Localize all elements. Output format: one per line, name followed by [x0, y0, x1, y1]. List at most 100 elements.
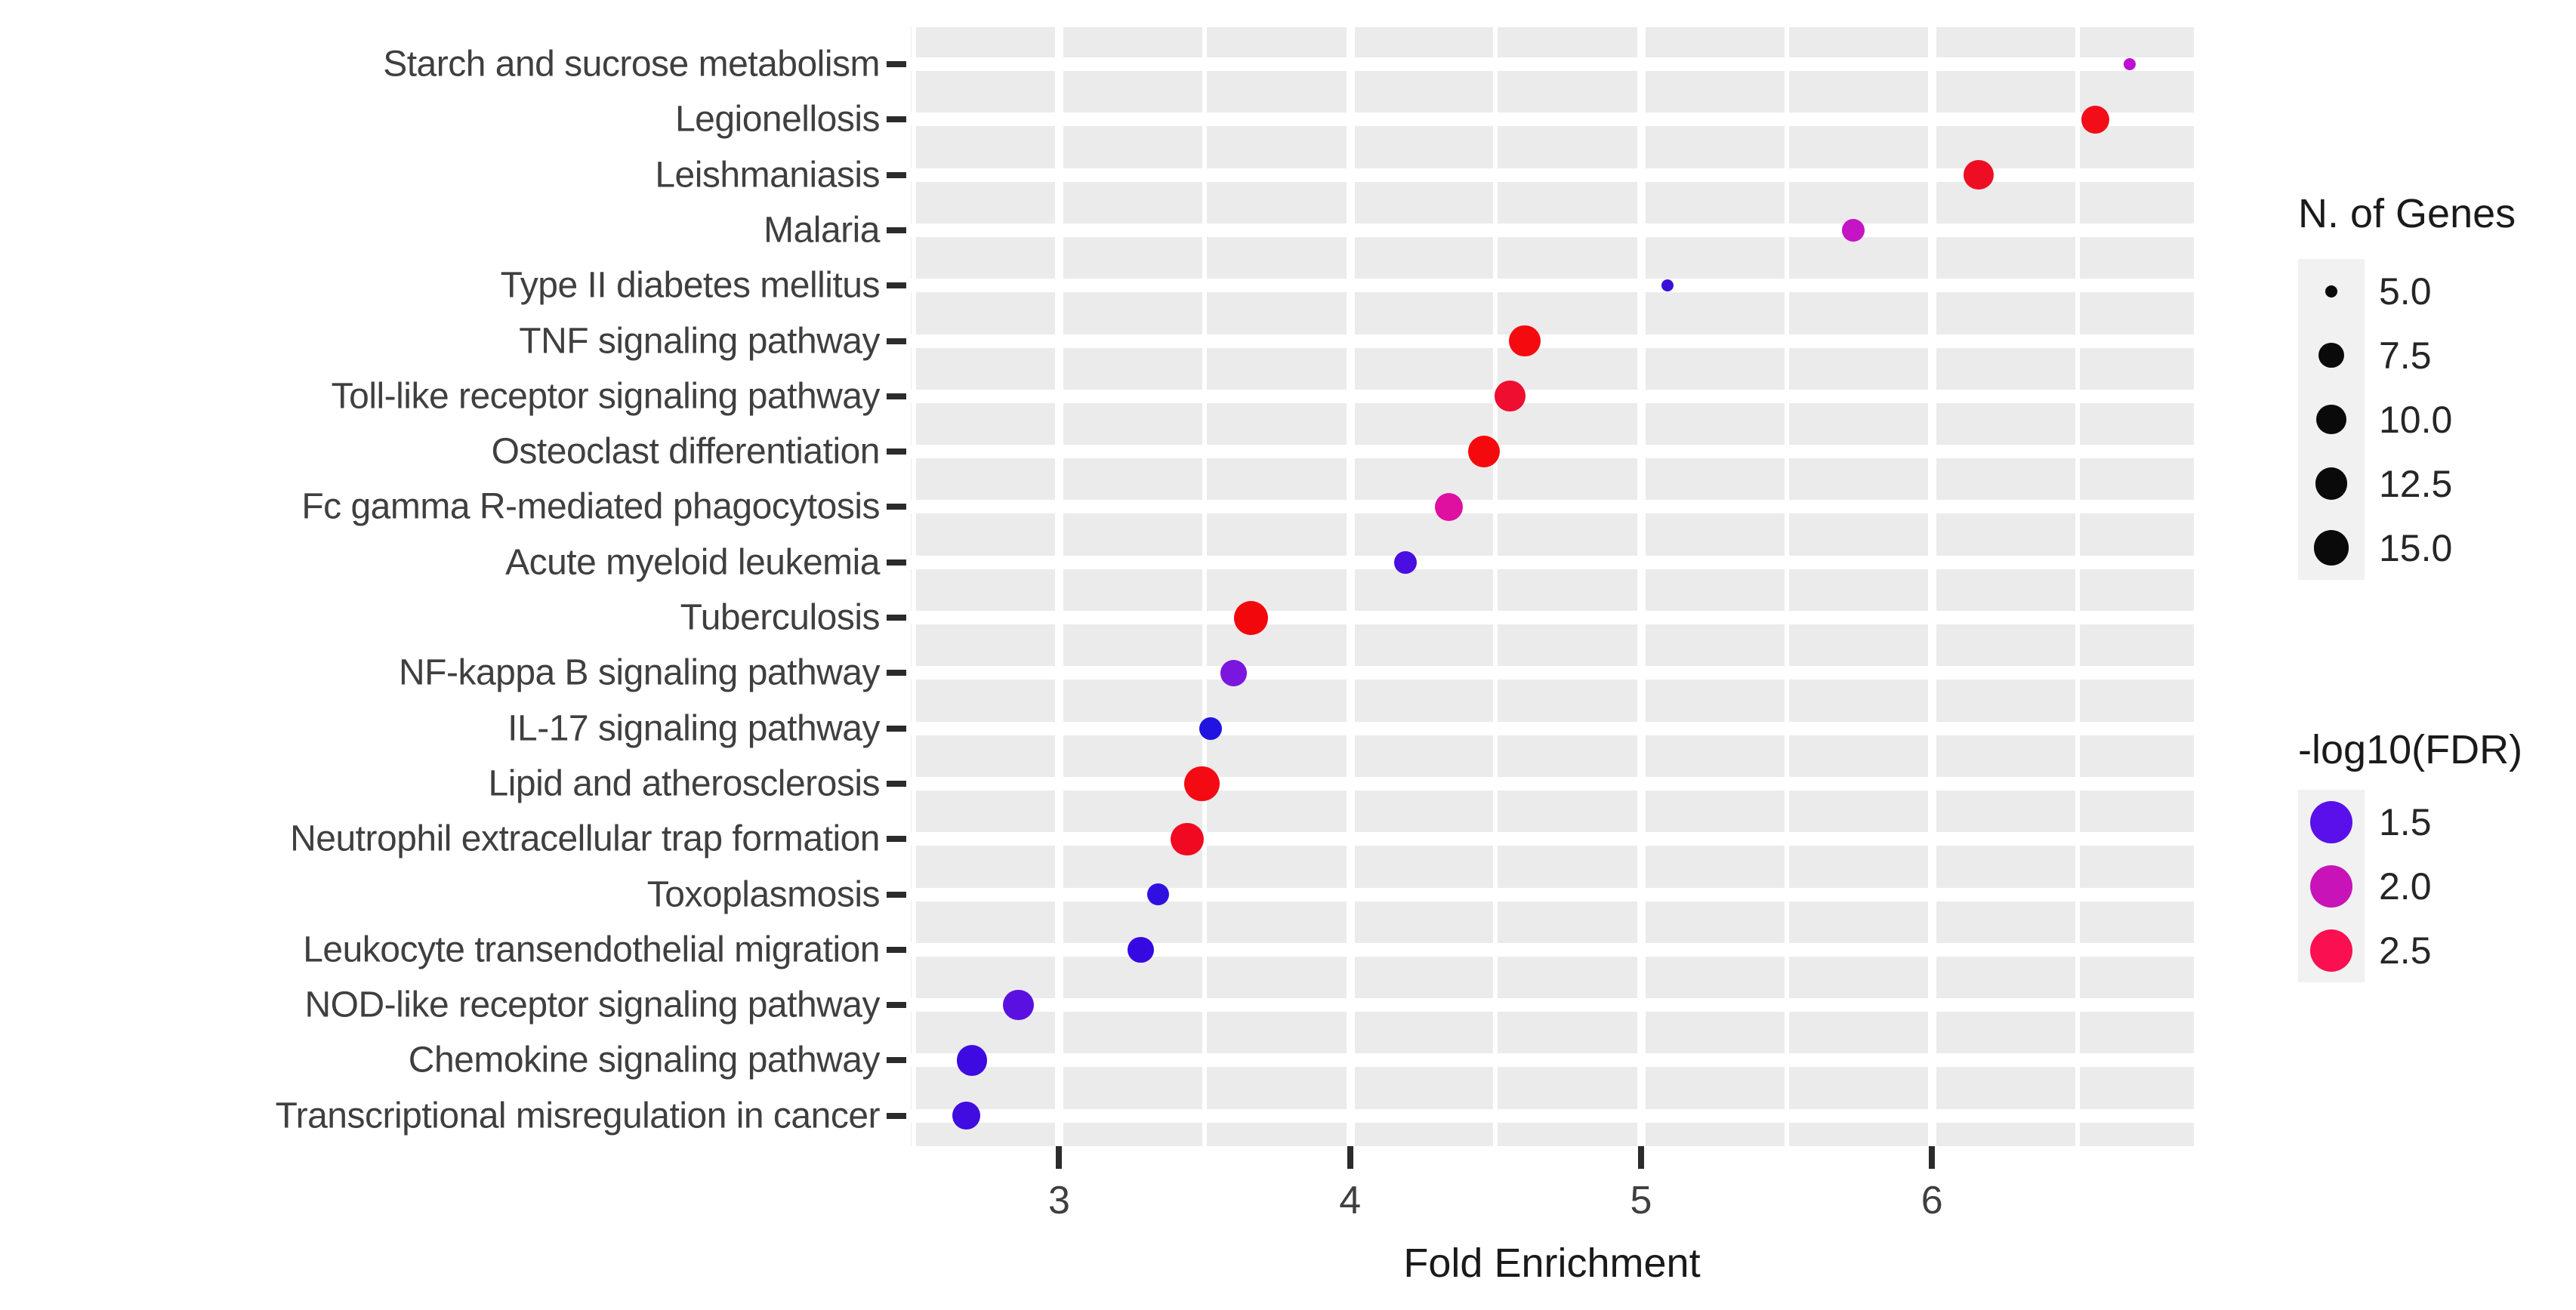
gridline-horizontal [911, 721, 2194, 735]
y-axis-category-label: Osteoclast differentiation [491, 431, 881, 472]
gridline-vertical-minor [1493, 27, 1498, 1146]
y-axis-category-label: TNF signaling pathway [519, 321, 880, 361]
color-legend-label: 2.0 [2379, 865, 2432, 908]
gridline-horizontal [911, 1108, 2194, 1123]
gridline-vertical-minor [2075, 27, 2080, 1146]
y-axis-tick-mark [887, 836, 906, 843]
gridline-horizontal [911, 1053, 2194, 1068]
y-axis-category-label: Legionellosis [674, 99, 881, 140]
data-point [1220, 660, 1247, 686]
gridline-horizontal [911, 168, 2194, 182]
gridline-vertical-major [1928, 27, 1937, 1146]
y-axis-tick-mark [887, 1112, 906, 1119]
gridline-horizontal [911, 334, 2194, 348]
data-point [1508, 325, 1541, 357]
size-legend-label: 15.0 [2379, 526, 2453, 569]
data-point [1199, 717, 1222, 740]
gridline-horizontal [911, 57, 2194, 71]
color-legend-label: 1.5 [2379, 800, 2432, 843]
data-point [956, 1045, 988, 1076]
gridline-horizontal [911, 666, 2194, 680]
data-point [1964, 159, 1994, 190]
data-point [1495, 381, 1526, 412]
color-legend-dot [2310, 865, 2352, 908]
data-point [952, 1102, 980, 1130]
y-axis-category-label: Chemokine signaling pathway [408, 1040, 881, 1080]
x-axis-tick-label: 5 [1630, 1179, 1652, 1222]
gridline-horizontal [911, 500, 2194, 514]
color-legend-title: -log10(FDR) [2298, 727, 2523, 772]
y-axis-tick-mark [887, 780, 906, 787]
size-legend-dot [2325, 285, 2337, 297]
y-axis-tick-mark [887, 393, 906, 399]
y-axis-category-label: Starch and sucrose metabolism [383, 44, 880, 85]
x-axis-tick-label: 6 [1920, 1179, 1943, 1222]
size-legend-dot [2313, 530, 2349, 566]
data-point [1435, 492, 1464, 521]
y-axis-category-label: Neutrophil extracellular trap formation [290, 818, 880, 859]
gridline-vertical-minor [1202, 27, 1208, 1146]
size-legend-dot [2316, 404, 2346, 435]
size-legend-dot [2315, 467, 2348, 500]
y-axis-tick-mark [887, 227, 906, 233]
y-axis-category-label: Lipid and atherosclerosis [488, 763, 881, 804]
x-axis-tick-mark [1638, 1146, 1644, 1169]
gridline-vertical-major [1055, 27, 1064, 1146]
y-axis-tick-mark [887, 559, 906, 566]
y-axis-category-label: Acute myeloid leukemia [505, 542, 880, 583]
gridline-horizontal [911, 832, 2194, 846]
data-point [1128, 936, 1154, 963]
color-legend-label: 2.5 [2379, 929, 2432, 972]
size-legend-label: 7.5 [2379, 334, 2432, 377]
gridline-vertical-minor [1784, 27, 1789, 1146]
y-axis-tick-mark [887, 725, 906, 732]
data-point [1171, 822, 1204, 855]
gridline-horizontal [911, 611, 2194, 624]
y-axis-tick-mark [887, 171, 906, 178]
data-point [2124, 58, 2136, 70]
gridline-horizontal [911, 942, 2194, 957]
gridline-horizontal [911, 887, 2194, 902]
x-axis-tick-label: 3 [1048, 1179, 1070, 1222]
size-legend-label: 12.5 [2379, 462, 2453, 505]
gridline-vertical-major [1637, 27, 1646, 1146]
y-axis-category-label: Leukocyte transendothelial migration [303, 929, 880, 970]
gridline-horizontal [911, 279, 2194, 293]
data-point [1842, 218, 1865, 242]
gridline-horizontal [911, 555, 2194, 569]
size-legend-label: 10.0 [2379, 398, 2453, 441]
data-point [1661, 279, 1674, 292]
gridline-vertical-minor [911, 27, 916, 1146]
size-legend-label: 5.0 [2379, 270, 2432, 313]
data-point [1146, 883, 1170, 906]
gridline-horizontal [911, 113, 2194, 127]
data-point [1393, 550, 1417, 574]
y-axis-category-label: Toxoplasmosis [646, 874, 881, 914]
y-axis-tick-mark [887, 116, 906, 123]
y-axis-category-label: IL-17 signaling pathway [507, 708, 880, 749]
x-axis-tick-mark [1056, 1146, 1063, 1169]
y-axis-category-label: Transcriptional misregulation in cancer [275, 1096, 881, 1136]
gridline-vertical-major [1346, 27, 1355, 1146]
data-point [1183, 766, 1220, 802]
gridline-horizontal [911, 389, 2194, 403]
y-axis-category-label: Toll-like receptor signaling pathway [331, 376, 881, 417]
x-axis-tick-mark [1347, 1146, 1353, 1169]
y-axis-category-label: NF-kappa B signaling pathway [398, 652, 881, 693]
y-axis-category-label: Leishmaniasis [655, 155, 880, 196]
size-legend-title: N. of Genes [2298, 191, 2516, 236]
y-axis-tick-mark [887, 504, 906, 510]
gridline-horizontal [911, 445, 2194, 459]
color-legend-dot [2310, 800, 2352, 843]
y-axis-tick-mark [887, 448, 906, 455]
y-axis-tick-mark [887, 946, 906, 953]
x-axis-title: Fold Enrichment [1403, 1241, 1701, 1286]
y-axis-tick-mark [887, 891, 906, 898]
y-axis-tick-mark [887, 1002, 906, 1009]
y-axis-tick-mark [887, 615, 906, 621]
x-axis-tick-mark [1929, 1146, 1936, 1169]
data-point [1467, 436, 1500, 468]
y-axis-category-label: Type II diabetes mellitus [500, 265, 881, 306]
data-point [1234, 600, 1269, 635]
